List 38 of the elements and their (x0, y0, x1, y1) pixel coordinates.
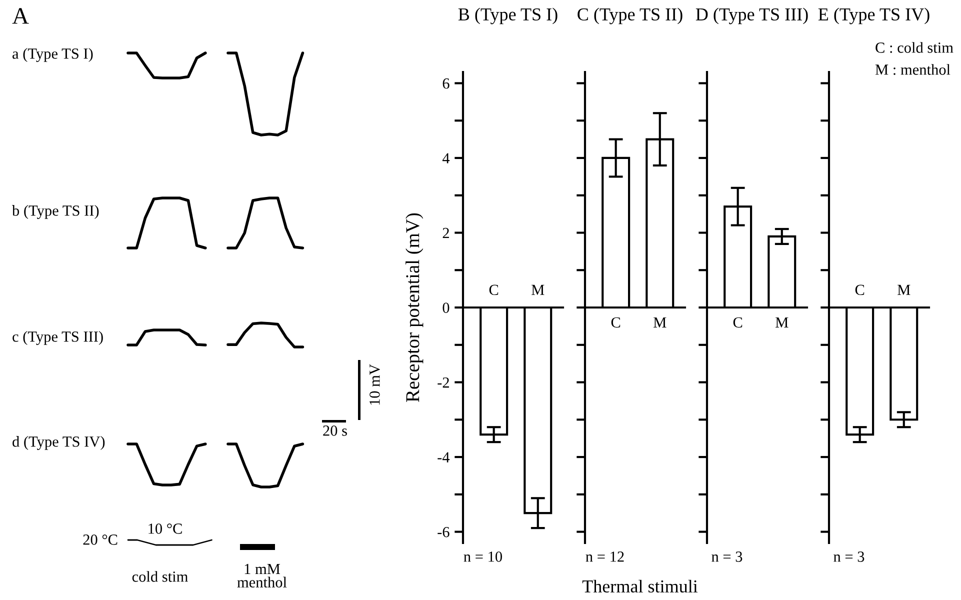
x-tick-label: C (611, 317, 620, 328)
y-tick-label: 0 (442, 302, 450, 313)
y-tick-label: -6 (438, 526, 450, 538)
chart-title: d (Type TS IV) (12, 436, 105, 450)
x-tick-label: M (654, 317, 666, 328)
text: 1 mM menthol (237, 564, 287, 588)
text: n = 10 (464, 552, 502, 562)
text: n = 3 (834, 552, 864, 562)
y-tick-label: 6 (442, 78, 450, 89)
y-tick-label: 2 (442, 228, 449, 238)
text: C : cold stim (876, 42, 954, 53)
text: 10 mV (370, 364, 380, 405)
chart-title: a (Type TS I) (12, 48, 93, 62)
y-axis-title: Receptor potential (mV) (406, 213, 424, 402)
x-tick-label: M (898, 284, 910, 295)
x-tick-label: M (532, 284, 544, 295)
annotation: M : menthol (875, 64, 950, 75)
x-axis-title: Thermal stimuli (582, 580, 698, 593)
x-tick-label: M (776, 317, 788, 328)
x-tick-label: C (855, 284, 864, 296)
chart-title: C (Type TS II) (578, 8, 682, 24)
y-tick-label: -2 (438, 377, 449, 388)
text: A (12, 8, 29, 24)
text: 10 °C (148, 524, 182, 534)
text: n = 12 (586, 552, 624, 562)
chart-title: c (Type TS III) (12, 331, 103, 345)
x-tick-label: C (733, 317, 742, 328)
text: 20 s (323, 426, 347, 436)
text: n = 3 (712, 552, 742, 562)
text: 20 °C (83, 534, 118, 545)
chart-title: b (Type TS II) (12, 205, 99, 219)
y-tick-label: -4 (438, 452, 450, 462)
chart-title: B (Type TS I) (458, 8, 558, 24)
chart-title: D (Type TS III) (696, 8, 808, 24)
chart-title: E (Type TS IV) (818, 8, 930, 24)
y-tick-label: 4 (442, 153, 450, 164)
x-tick-label: C (489, 284, 498, 296)
text: cold stim (132, 571, 188, 582)
